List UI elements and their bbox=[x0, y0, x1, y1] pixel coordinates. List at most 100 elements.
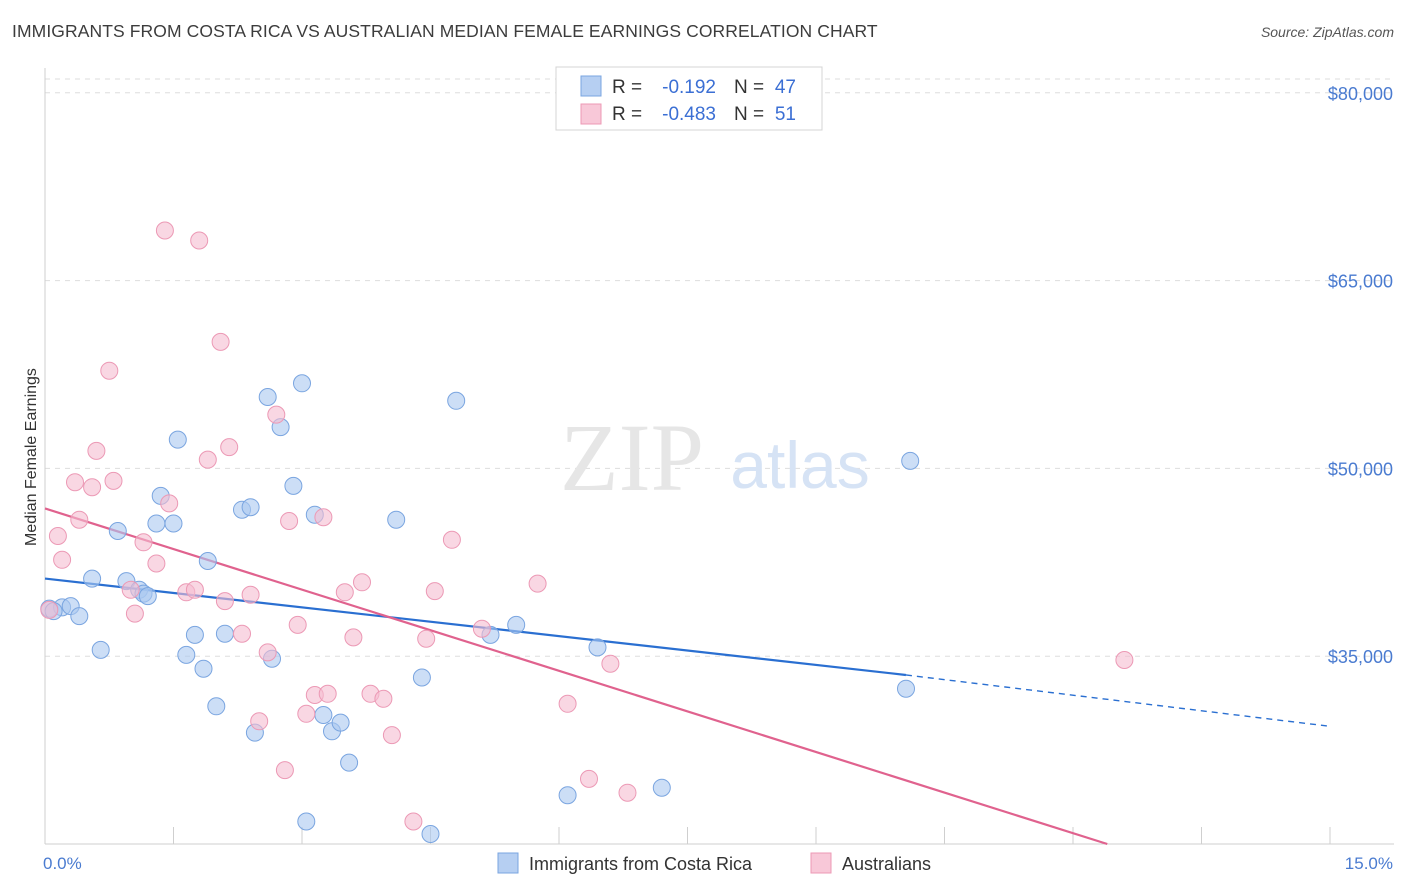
australians-point bbox=[134, 533, 153, 552]
costa-rica-point bbox=[215, 624, 234, 643]
australians-point bbox=[220, 438, 239, 457]
australians-point bbox=[417, 629, 436, 648]
costa-rica-point bbox=[652, 778, 671, 797]
australians-point bbox=[104, 471, 123, 490]
australians-point bbox=[121, 580, 140, 599]
australians-point bbox=[48, 527, 67, 545]
australians-point bbox=[374, 689, 393, 708]
australians-point bbox=[404, 812, 423, 831]
australians-point bbox=[250, 712, 269, 731]
bottom-legend-swatch-pink bbox=[810, 852, 832, 874]
australians-point bbox=[66, 473, 84, 492]
source-label: Source: ZipAtlas.com bbox=[1260, 24, 1394, 40]
costa-rica-point bbox=[83, 569, 102, 588]
australians-point bbox=[558, 694, 577, 713]
costa-rica-point bbox=[447, 391, 466, 410]
australians-point bbox=[297, 704, 316, 723]
bottom-legend-label-blue: Immigrants from Costa Rica bbox=[529, 854, 753, 874]
costa-rica-point bbox=[194, 659, 213, 678]
watermark: ZIP atlas bbox=[560, 404, 870, 511]
australians-point bbox=[618, 783, 637, 802]
australians-point bbox=[190, 231, 209, 250]
legend-n-value-1: 47 bbox=[775, 77, 796, 98]
points-layer bbox=[40, 221, 1134, 843]
costa-rica-point bbox=[177, 645, 196, 664]
australians-point bbox=[353, 573, 371, 592]
costa-rica-point bbox=[901, 451, 920, 470]
costa-rica-point bbox=[588, 638, 607, 657]
bottom-legend: Immigrants from Costa Rica Australians bbox=[497, 852, 931, 874]
legend-r-value-1: -0.192 bbox=[662, 77, 716, 98]
costa-rica-point bbox=[198, 552, 217, 570]
legend-n-label-1: N = bbox=[734, 77, 764, 98]
y-tick-label: $80,000 bbox=[1328, 84, 1393, 104]
australians-point bbox=[288, 615, 307, 634]
australians-point bbox=[425, 582, 444, 601]
costa-rica-point bbox=[897, 679, 915, 698]
australians-point bbox=[258, 643, 277, 662]
bottom-legend-label-pink: Australians bbox=[842, 854, 931, 874]
costa-rica-point bbox=[314, 706, 333, 724]
australians-point bbox=[70, 510, 89, 529]
costa-rica-point bbox=[91, 640, 110, 659]
australians-point bbox=[344, 628, 363, 647]
costa-rica-point bbox=[164, 514, 183, 533]
x-tick-label-min: 0.0% bbox=[43, 854, 82, 873]
x-tick-label-max: 15.0% bbox=[1345, 854, 1393, 873]
costa-rica-point bbox=[207, 697, 226, 716]
australians-point bbox=[335, 583, 354, 602]
australians-point bbox=[160, 494, 179, 513]
legend-r-label-1: R = bbox=[612, 77, 642, 98]
y-axis-label: Median Female Earnings bbox=[23, 368, 40, 546]
australians-point bbox=[314, 508, 333, 527]
australians-point bbox=[528, 574, 547, 593]
costa-rica-point bbox=[147, 514, 166, 533]
australians-point bbox=[215, 592, 234, 611]
trend-layer bbox=[44, 507, 1331, 846]
australians-point bbox=[155, 221, 174, 240]
costa-rica-point bbox=[331, 713, 350, 732]
australians-point bbox=[241, 585, 260, 604]
australians-point bbox=[280, 512, 299, 530]
legend-r-value-2: -0.483 bbox=[662, 104, 716, 125]
costa-rica-point bbox=[412, 668, 431, 687]
costa-rica-point bbox=[241, 498, 260, 517]
costa-rica-point bbox=[297, 812, 316, 831]
legend-swatch-blue bbox=[580, 75, 602, 97]
chart-title: IMMIGRANTS FROM COSTA RICA VS AUSTRALIAN… bbox=[12, 21, 878, 41]
legend: R = -0.192 N = 47 R = -0.483 N = 51 bbox=[555, 66, 823, 131]
trend-line-australians bbox=[44, 507, 1108, 846]
y-tick-label: $50,000 bbox=[1328, 459, 1393, 479]
costa-rica-point bbox=[168, 430, 187, 449]
australians-point bbox=[442, 530, 461, 549]
legend-r-label-2: R = bbox=[612, 104, 642, 125]
australians-point bbox=[601, 654, 620, 673]
australians-point bbox=[53, 550, 72, 569]
watermark-zip: ZIP bbox=[560, 404, 704, 511]
australians-point bbox=[147, 554, 166, 573]
australians-point bbox=[1115, 651, 1134, 669]
costa-rica-point bbox=[340, 753, 359, 772]
australians-point bbox=[87, 441, 106, 460]
costa-rica-point bbox=[387, 510, 406, 529]
costa-rica-point bbox=[284, 476, 303, 495]
australians-point bbox=[40, 600, 59, 619]
costa-rica-point bbox=[185, 625, 204, 644]
costa-rica-point bbox=[108, 522, 127, 540]
legend-n-label-2: N = bbox=[734, 104, 764, 125]
bottom-legend-swatch-blue bbox=[497, 852, 519, 874]
australians-point bbox=[382, 726, 401, 745]
australians-point bbox=[100, 361, 119, 380]
watermark-atlas: atlas bbox=[730, 428, 869, 502]
axis-layer: $35,000 $50,000 $65,000 $80,000 0.0% 15.0% bbox=[43, 68, 1394, 873]
australians-point bbox=[125, 604, 144, 623]
y-tick-label: $35,000 bbox=[1328, 647, 1393, 667]
australians-point bbox=[580, 769, 598, 788]
costa-rica-point bbox=[293, 374, 311, 393]
grid-layer bbox=[45, 78, 1394, 657]
australians-point bbox=[318, 684, 337, 703]
costa-rica-point bbox=[258, 388, 277, 406]
costa-rica-point bbox=[558, 786, 577, 805]
australians-point bbox=[233, 624, 251, 643]
